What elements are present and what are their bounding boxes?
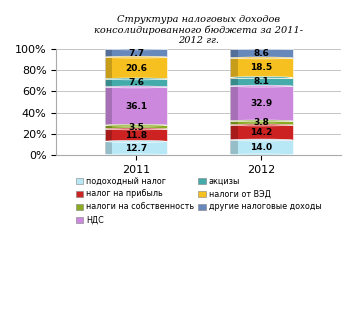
Bar (105, 49, 167, 57)
Ellipse shape (230, 154, 293, 156)
Bar (105, 87, 112, 125)
Ellipse shape (114, 78, 158, 79)
Legend: подоходный налог, налог на прибыль, налоги на собственность, НДС, акцизы, налоги: подоходный налог, налог на прибыль, нало… (74, 175, 323, 226)
Ellipse shape (105, 124, 167, 126)
Ellipse shape (105, 140, 167, 142)
Ellipse shape (239, 139, 283, 140)
Bar (230, 140, 293, 155)
Bar (230, 58, 293, 78)
Ellipse shape (105, 128, 167, 130)
Bar (230, 78, 237, 86)
Bar (105, 141, 112, 155)
Bar (230, 78, 293, 86)
Text: 7.6: 7.6 (128, 78, 144, 88)
Text: 20.6: 20.6 (125, 63, 147, 72)
Bar (105, 125, 112, 129)
Text: 36.1: 36.1 (125, 102, 147, 111)
Text: 3.5: 3.5 (128, 123, 144, 132)
Text: 8.1: 8.1 (253, 77, 269, 86)
Ellipse shape (230, 77, 293, 79)
Ellipse shape (105, 86, 167, 88)
Bar (230, 121, 237, 125)
Bar (105, 141, 167, 155)
Ellipse shape (105, 78, 167, 80)
Bar (230, 49, 237, 58)
Ellipse shape (230, 57, 293, 59)
Ellipse shape (114, 57, 158, 58)
Text: 7.7: 7.7 (128, 49, 144, 58)
Ellipse shape (239, 77, 283, 78)
Bar (230, 86, 293, 121)
Text: 8.6: 8.6 (253, 49, 269, 58)
Bar (230, 140, 237, 155)
Bar (230, 125, 237, 140)
Ellipse shape (114, 87, 158, 88)
Ellipse shape (239, 120, 283, 121)
Ellipse shape (230, 124, 293, 126)
Text: 14.0: 14.0 (250, 143, 272, 152)
Text: 14.2: 14.2 (250, 128, 272, 137)
Ellipse shape (239, 86, 283, 87)
Bar (105, 49, 112, 57)
Ellipse shape (114, 128, 158, 129)
Bar (230, 121, 293, 125)
Text: 11.8: 11.8 (125, 131, 147, 140)
Bar (105, 79, 167, 87)
Ellipse shape (105, 48, 167, 50)
Bar (105, 79, 112, 87)
Text: 12.7: 12.7 (125, 144, 147, 153)
Ellipse shape (114, 141, 158, 142)
Ellipse shape (230, 85, 293, 87)
Bar (105, 125, 167, 129)
Ellipse shape (230, 120, 293, 122)
Ellipse shape (239, 124, 283, 125)
Ellipse shape (230, 48, 293, 50)
Title: Структура налоговых доходов
консолидированного бюджета за 2011-
2012 гг.: Структура налоговых доходов консолидиров… (94, 15, 303, 45)
Bar (105, 57, 112, 79)
Bar (230, 86, 237, 121)
Ellipse shape (114, 48, 158, 49)
Ellipse shape (105, 56, 167, 58)
Bar (105, 57, 167, 79)
Text: 32.9: 32.9 (250, 99, 272, 108)
Ellipse shape (239, 58, 283, 59)
Text: 3.8: 3.8 (253, 118, 269, 128)
Ellipse shape (239, 48, 283, 49)
Bar (105, 129, 167, 141)
Bar (105, 87, 167, 125)
Ellipse shape (105, 154, 167, 156)
Ellipse shape (114, 125, 158, 126)
Ellipse shape (230, 139, 293, 141)
Text: 18.5: 18.5 (250, 63, 272, 72)
Bar (230, 49, 293, 58)
Bar (105, 129, 112, 141)
Bar (230, 125, 293, 140)
Bar (230, 58, 237, 78)
